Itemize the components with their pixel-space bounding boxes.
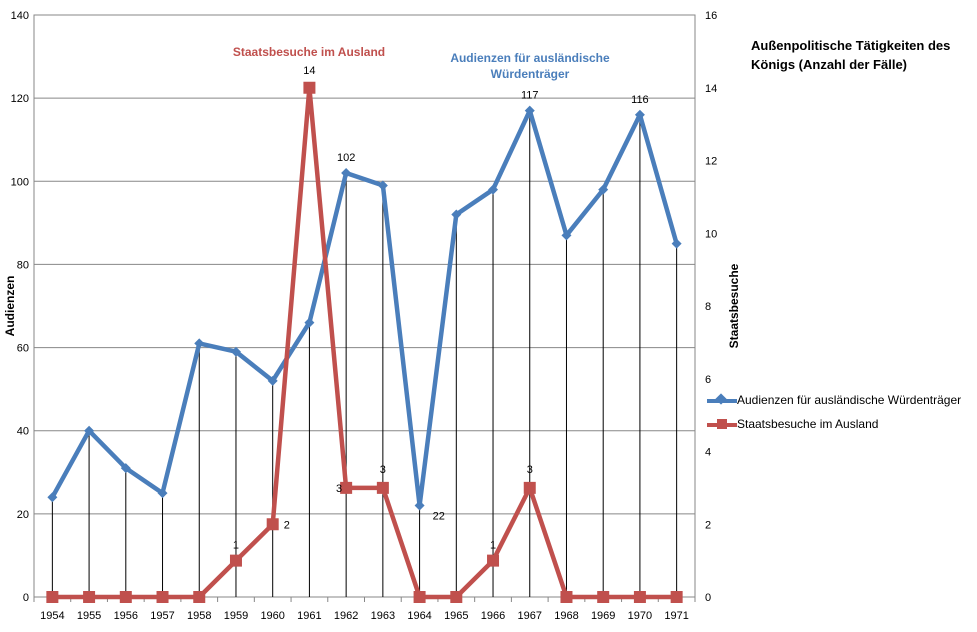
- data-point-diamond: [304, 317, 315, 328]
- x-tick-label: 1960: [260, 610, 284, 622]
- y-left-tick-label: 100: [11, 176, 29, 188]
- legend-item-audienzen: Audienzen für ausländische Würdenträger: [707, 390, 975, 414]
- data-point-square: [83, 591, 96, 603]
- data-point-diamond: [634, 109, 645, 120]
- data-point-diamond: [488, 184, 499, 195]
- y-right-tick-label: 8: [705, 301, 711, 313]
- data-point-square: [487, 554, 500, 567]
- x-tick-label: 1963: [371, 610, 395, 622]
- x-tick-label: 1956: [114, 610, 138, 622]
- legend-item-staatsbesuche: Staatsbesuche im Ausland: [707, 414, 975, 438]
- data-point-square: [523, 481, 536, 494]
- data-label: 117: [521, 90, 539, 102]
- data-point-square: [119, 591, 132, 603]
- data-point-diamond: [451, 209, 462, 220]
- data-point-square: [413, 591, 426, 603]
- data-point-square: [303, 81, 316, 94]
- x-tick-label: 1955: [77, 610, 101, 622]
- x-tick-label: 1967: [518, 610, 542, 622]
- y-right-tick-label: 6: [705, 374, 711, 386]
- data-point-diamond: [341, 167, 352, 178]
- legend-label-staatsbesuche: Staatsbesuche im Ausland: [737, 417, 879, 431]
- data-label: 3: [336, 483, 342, 495]
- data-label: 2: [284, 519, 290, 531]
- data-label: 102: [337, 152, 355, 164]
- data-point-diamond: [524, 105, 535, 116]
- data-point-square: [340, 481, 353, 494]
- data-point-square: [670, 591, 683, 603]
- data-point-diamond: [598, 184, 609, 195]
- data-point-square: [597, 591, 610, 603]
- x-tick-label: 1958: [187, 610, 211, 622]
- y-left-tick-label: 20: [17, 509, 29, 521]
- data-point-square: [560, 591, 573, 603]
- data-point-square: [46, 591, 59, 603]
- data-label: 1: [233, 540, 239, 552]
- x-tick-label: 1970: [628, 610, 652, 622]
- y-right-tick-label: 10: [705, 228, 717, 240]
- chart-title: Außenpolitische Tätigkeiten des Königs (…: [751, 38, 951, 72]
- x-tick-label: 1971: [664, 610, 688, 622]
- y-right-tick-label: 4: [705, 447, 711, 459]
- data-point-square: [376, 481, 389, 494]
- data-point-square: [193, 591, 206, 603]
- x-tick-label: 1966: [481, 610, 505, 622]
- data-point-diamond: [377, 180, 388, 191]
- data-label: 3: [380, 464, 386, 476]
- data-point-diamond: [84, 425, 95, 436]
- data-point-diamond: [47, 492, 58, 503]
- data-point-diamond: [194, 338, 205, 349]
- data-label: 116: [631, 94, 649, 106]
- y-left-tick-label: 140: [11, 10, 29, 22]
- data-point-diamond: [230, 346, 241, 357]
- y-right-tick-label: 16: [705, 10, 717, 22]
- series-annotation: Staatsbesuche im Ausland: [233, 45, 385, 59]
- data-point-square: [633, 591, 646, 603]
- y-right-tick-label: 2: [705, 519, 711, 531]
- y-left-axis-title: Audienzen: [3, 276, 17, 337]
- y-left-tick-label: 40: [17, 426, 29, 438]
- y-right-axis-title: Staatsbesuche: [727, 263, 741, 348]
- legend-label-audienzen: Audienzen für ausländische Würdenträger: [737, 393, 962, 407]
- x-tick-label: 1957: [150, 610, 174, 622]
- legend-square-marker: [717, 419, 727, 429]
- series-annotation: Würdenträger: [491, 67, 570, 81]
- x-tick-label: 1959: [224, 610, 248, 622]
- data-point-diamond: [157, 488, 168, 499]
- x-tick-label: 1969: [591, 610, 615, 622]
- x-tick-label: 1961: [297, 610, 321, 622]
- x-tick-label: 1962: [334, 610, 358, 622]
- legend: Audienzen für ausländische Würdenträger …: [707, 390, 975, 438]
- y-right-tick-label: 0: [705, 592, 711, 604]
- data-point-diamond: [267, 375, 278, 386]
- data-point-diamond: [671, 238, 682, 249]
- data-point-diamond: [414, 500, 425, 511]
- x-tick-label: 1964: [407, 610, 431, 622]
- data-point-square: [266, 518, 279, 531]
- series-annotation: Audienzen für ausländische: [450, 51, 610, 65]
- y-left-tick-label: 80: [17, 259, 29, 271]
- data-point-diamond: [561, 230, 572, 241]
- y-left-tick-label: 60: [17, 343, 29, 355]
- y-left-tick-label: 0: [23, 592, 29, 604]
- data-label: 22: [433, 511, 445, 523]
- data-point-diamond: [120, 463, 131, 474]
- data-label: 3: [527, 464, 533, 476]
- data-point-square: [156, 591, 169, 603]
- plot-area-border: [33, 14, 696, 598]
- data-point-square: [229, 554, 242, 567]
- y-left-tick-label: 120: [11, 93, 29, 105]
- x-tick-label: 1965: [444, 610, 468, 622]
- y-right-tick-label: 14: [705, 83, 717, 95]
- series-line-staatsbesuche: [52, 85, 677, 600]
- x-tick-label: 1968: [554, 610, 578, 622]
- series-line-audienzen: [50, 108, 679, 508]
- x-tick-label: 1954: [40, 610, 64, 622]
- data-label: 1: [490, 540, 496, 552]
- data-point-square: [450, 591, 463, 603]
- y-right-tick-label: 12: [705, 156, 717, 168]
- data-label: 14: [303, 65, 315, 77]
